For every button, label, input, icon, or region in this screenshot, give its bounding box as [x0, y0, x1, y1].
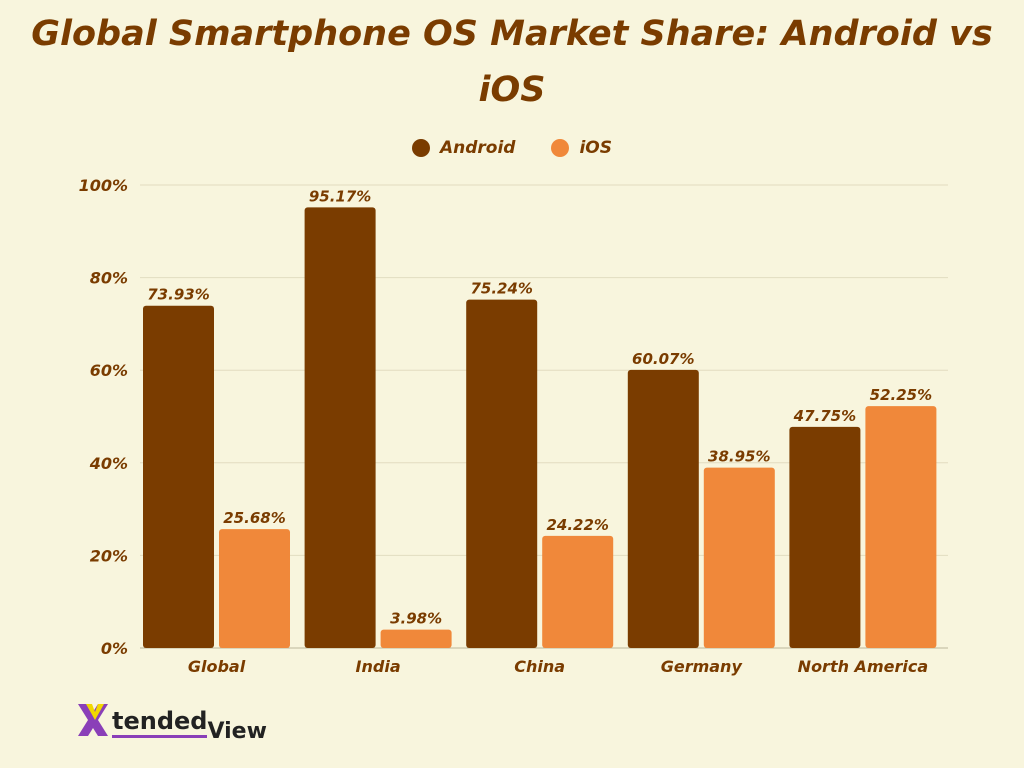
y-tick-label: 20% — [90, 546, 128, 565]
data-label: 75.24% — [470, 280, 532, 298]
logo-text-main: tended — [112, 707, 208, 738]
legend-swatch-ios — [551, 139, 570, 157]
bar-android — [466, 299, 538, 648]
bar-ios — [380, 629, 452, 648]
data-label: 95.17% — [309, 187, 371, 205]
x-tick-label: North America — [798, 657, 928, 676]
legend-label-android: Android — [439, 138, 516, 158]
y-tick-label: 60% — [90, 361, 128, 380]
data-label: 47.75% — [793, 407, 856, 425]
logo-x-mark — [78, 704, 108, 736]
xtendedview-logo: tended View — [78, 702, 267, 744]
x-tick-label: Global — [188, 657, 246, 676]
data-label: 52.25% — [870, 386, 932, 404]
bar-android — [304, 207, 376, 648]
data-label: 38.95% — [708, 448, 770, 466]
y-tick-label: 40% — [89, 454, 128, 473]
legend-label-ios: iOS — [579, 138, 613, 158]
bar-ios — [542, 535, 614, 648]
x-tick-label: India — [356, 657, 401, 676]
data-label: 25.68% — [223, 509, 285, 527]
legend-item-ios: iOS — [551, 138, 612, 158]
data-label: 24.22% — [546, 516, 608, 534]
legend: Android iOS — [0, 138, 1024, 158]
bar-ios — [865, 406, 937, 648]
data-label: 73.93% — [147, 286, 209, 304]
legend-item-android: Android — [411, 138, 516, 158]
bar-android — [143, 305, 214, 648]
bar-android — [789, 426, 861, 648]
logo-text-view: View — [207, 719, 267, 744]
x-tick-label: Germany — [661, 657, 743, 676]
legend-swatch-android — [411, 139, 430, 157]
data-label: 60.07% — [632, 350, 694, 368]
bar-android — [627, 369, 699, 648]
y-tick-label: 0% — [101, 639, 128, 658]
y-tick-label: 80% — [90, 269, 128, 288]
bar-ios — [703, 467, 775, 648]
chart-title: Global Smartphone OS Market Share: Andro… — [31, 14, 993, 110]
bar-ios — [219, 529, 290, 648]
y-tick-label: 100% — [79, 176, 128, 195]
data-label: 3.98% — [390, 610, 442, 628]
x-tick-label: China — [514, 657, 565, 676]
